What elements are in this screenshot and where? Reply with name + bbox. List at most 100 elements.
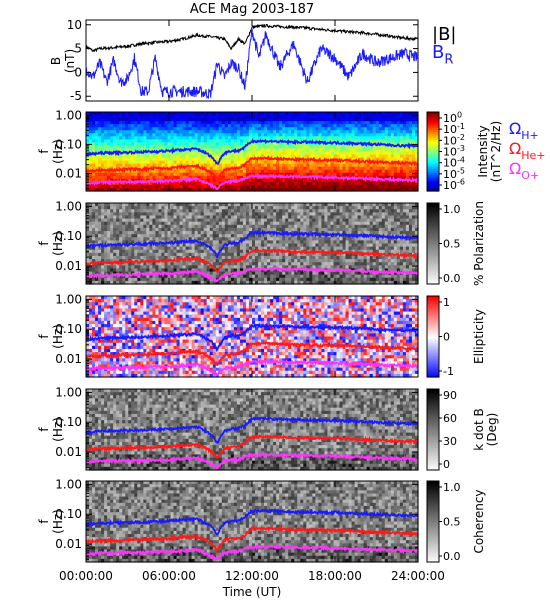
spectrogram-cell <box>203 262 208 266</box>
spectrogram-cell <box>345 139 350 143</box>
spectrogram-cell <box>122 112 126 116</box>
spectrogram-cell <box>140 115 144 119</box>
spectrogram-cell <box>179 215 184 220</box>
spectrogram-cell <box>110 240 114 245</box>
spectrogram-cell <box>294 121 298 125</box>
spectrogram-cell <box>288 271 292 276</box>
spectrogram-cell <box>279 133 283 137</box>
spectrogram-cell <box>95 142 99 147</box>
spectrogram-cell <box>363 133 368 137</box>
spectrogram-cell <box>233 255 238 260</box>
spectrogram-cell <box>363 184 368 189</box>
spectrogram-cell <box>197 121 202 125</box>
spectrogram-cell <box>86 259 90 263</box>
spectrogram-cell <box>200 255 205 260</box>
spectrogram-cell <box>233 130 238 134</box>
spectrogram-cell <box>191 142 196 147</box>
spectrogram-cell <box>113 265 117 270</box>
spectrogram-cell <box>255 187 259 192</box>
spectrogram-cell <box>258 112 262 116</box>
spectrogram-cell <box>116 181 120 186</box>
spectrogram-cell <box>330 139 335 143</box>
spectrogram-cell <box>261 151 265 156</box>
spectrogram-cell <box>393 136 398 140</box>
spectrogram-cell <box>402 139 407 143</box>
spectrogram-cell <box>387 133 392 137</box>
spectrogram-cell <box>125 221 129 226</box>
spectrogram-cell <box>137 133 141 137</box>
spectrogram-cell <box>300 172 304 177</box>
spectrogram-cell <box>282 184 286 189</box>
spectrogram-cell <box>164 243 169 248</box>
spectrogram-cell <box>134 224 138 229</box>
spectrogram-cell <box>224 181 229 186</box>
spectrogram-cell <box>324 184 329 189</box>
spectrogram-cell <box>258 133 262 137</box>
spectrogram-cell <box>176 136 181 140</box>
spectrogram-cell <box>104 231 108 235</box>
spectrogram-cell <box>185 184 190 189</box>
spectrogram-cell <box>345 187 350 192</box>
spectrogram-cell <box>107 130 111 134</box>
spectrogram-cell <box>369 130 374 134</box>
spectrogram-cell <box>92 203 96 207</box>
spectrogram-cell <box>375 121 380 125</box>
spectrogram-cell <box>125 133 129 137</box>
mag-yunit: (nT) <box>63 49 77 73</box>
spectrogram-cell <box>152 227 157 232</box>
spectrogram-cell <box>95 187 99 192</box>
spectrogram-cell <box>125 130 129 134</box>
spectrogram-cell <box>119 175 123 180</box>
spectrogram-cell <box>306 255 310 260</box>
spectrogram-cell <box>245 249 250 254</box>
spectrogram-cell <box>107 259 111 263</box>
spectrogram-cell <box>179 133 184 137</box>
spectrogram-cell <box>375 157 380 162</box>
spectrogram-cell <box>173 234 178 238</box>
spectrogram-cell <box>306 124 310 128</box>
spectrogram-cell <box>264 178 268 183</box>
spectrogram-cell <box>239 224 244 229</box>
spectrogram-cell <box>270 262 274 266</box>
spectrogram-cell <box>92 252 96 257</box>
spectrogram-cell <box>270 121 274 125</box>
spectrogram-cell <box>300 274 304 279</box>
spectrogram-cell <box>245 237 250 241</box>
spectrogram-cell <box>182 160 187 165</box>
spectrogram-cell <box>98 221 102 226</box>
spectrogram-cell <box>384 121 389 125</box>
spectrogram-cell <box>140 237 144 241</box>
spectrogram-cell <box>191 231 196 235</box>
spectrogram-cell <box>209 124 214 128</box>
spectrogram-cell <box>149 148 153 153</box>
spectrogram-cell <box>227 124 232 128</box>
spectrogram-cell <box>285 163 289 168</box>
spectrogram-cell <box>197 224 202 229</box>
spectrogram-cell <box>242 262 247 266</box>
spectrogram-cell <box>399 130 404 134</box>
spectrogram-cell <box>282 252 286 257</box>
spectrogram-cell <box>140 163 144 168</box>
spectrogram-cell <box>218 212 223 217</box>
spectrogram-cell <box>128 224 132 229</box>
spectrogram-cell <box>300 142 304 147</box>
spectrogram-cell <box>188 172 193 177</box>
spectrogram-cell <box>273 178 277 183</box>
spectrogram-cell <box>86 271 90 276</box>
spectrogram-cell <box>248 169 253 174</box>
spectrogram-cell <box>233 280 238 285</box>
spectrogram-cell <box>297 133 301 137</box>
spectrogram-cell <box>170 139 175 143</box>
spectrogram-cell <box>227 237 232 241</box>
colorbar-step <box>427 167 439 170</box>
spectrogram-cell <box>411 157 416 162</box>
spectrogram-cell <box>360 157 365 162</box>
spectrogram-cell <box>233 133 238 137</box>
spectrogram-cell <box>194 221 199 226</box>
spectrogram-cell <box>233 136 238 140</box>
spectrogram-cell <box>242 157 247 162</box>
spectrogram-cell <box>363 187 368 192</box>
spectrogram-cell <box>86 203 90 207</box>
colorbar-step <box>427 163 439 166</box>
spectrogram-cell <box>197 130 202 134</box>
